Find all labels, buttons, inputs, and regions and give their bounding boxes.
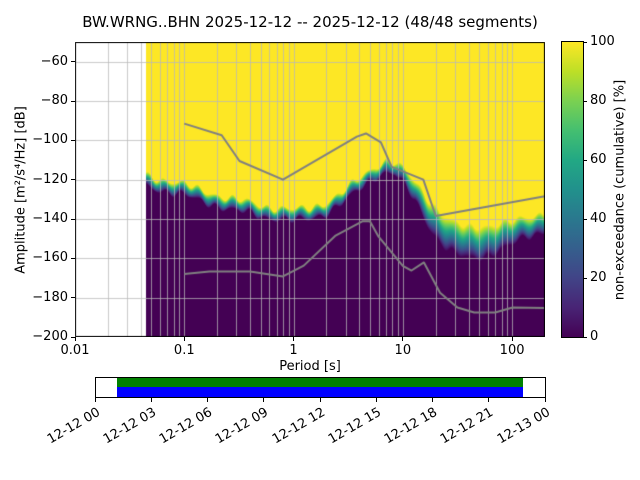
- timeline-tick-label: 12-12 09: [213, 405, 272, 448]
- colorbar-tick-label: 80: [590, 93, 607, 108]
- x-tick-mark: [293, 337, 295, 341]
- y-tick-label: −140: [32, 211, 68, 226]
- colorbar-tick-mark: [583, 277, 587, 279]
- x-tick-label: 100: [499, 343, 525, 358]
- timeline-tick-label: 12-12 18: [381, 405, 440, 448]
- x-tick-label: 0.1: [173, 343, 195, 358]
- y-tick-mark: [71, 297, 75, 299]
- timeline-tick-mark: [94, 398, 96, 402]
- timeline-tick-mark: [207, 398, 208, 402]
- y-tick-mark: [71, 61, 75, 63]
- colorbar-tick-mark: [583, 100, 587, 102]
- colorbar-tick-mark: [583, 218, 587, 220]
- timeline-tick-mark: [432, 398, 433, 402]
- y-tick-mark: [71, 336, 75, 338]
- x-tick-mark: [183, 337, 185, 341]
- x-tick-mark: [402, 337, 404, 341]
- x-axis-label: Period [s]: [279, 359, 341, 374]
- colorbar-tick-label: 40: [590, 211, 607, 226]
- timeline-tick-label: 12-12 12: [269, 405, 328, 448]
- timeline-tick-mark: [544, 398, 546, 402]
- colorbar-tick-mark: [583, 41, 587, 43]
- x-tick-label: 0.01: [60, 343, 90, 358]
- timeline-tick-label: 12-12 00: [44, 405, 103, 448]
- timeline-tick-label: 12-13 00: [494, 405, 553, 448]
- timeline-tick-label: 12-12 03: [100, 405, 159, 448]
- timeline-tick-label: 12-12 21: [438, 405, 497, 448]
- timeline-tick-mark: [319, 398, 321, 402]
- timeline-tick-label: 12-12 06: [156, 405, 215, 448]
- timeline-tick-mark: [263, 398, 265, 402]
- colorbar-tick-label: 0: [590, 329, 599, 344]
- colorbar-tick-label: 60: [590, 152, 607, 167]
- timeline-tick-mark: [375, 398, 377, 402]
- x-tick-label: 1: [289, 343, 298, 358]
- timeline-tick-label: 12-12 15: [325, 405, 384, 448]
- colorbar-tick-label: 100: [590, 34, 615, 49]
- y-tick-label: −120: [32, 171, 68, 187]
- timeline-coverage-data-bar: [117, 378, 523, 387]
- y-tick-label: −60: [40, 53, 68, 69]
- y-tick-mark: [71, 100, 75, 102]
- colorbar-tick-mark: [583, 159, 587, 161]
- colorbar: [561, 41, 584, 338]
- ppsd-heatmap-canvas: [75, 42, 545, 337]
- timeline-axis: [95, 377, 546, 398]
- timeline-coverage-processed-bar: [117, 386, 523, 397]
- timeline-tick-mark: [488, 398, 490, 402]
- y-tick-label: −80: [40, 93, 68, 108]
- y-tick-mark: [71, 179, 75, 181]
- y-tick-mark: [71, 139, 75, 141]
- y-tick-label: −100: [32, 132, 68, 148]
- y-tick-mark: [71, 218, 75, 220]
- timeline-tick-mark: [150, 398, 152, 402]
- colorbar-label: non-exceedance (cumulative) [%]: [612, 79, 628, 301]
- y-tick-label: −180: [32, 289, 68, 305]
- colorbar-tick-mark: [583, 336, 587, 338]
- x-tick-mark: [74, 337, 76, 341]
- x-tick-mark: [511, 337, 513, 341]
- y-tick-label: −160: [32, 250, 68, 266]
- y-tick-label: −200: [32, 329, 68, 344]
- colorbar-tick-label: 20: [590, 270, 607, 285]
- x-tick-label: 10: [394, 343, 412, 358]
- y-tick-mark: [71, 257, 75, 259]
- chart-title: BW.WRNG..BHN 2025-12-12 -- 2025-12-12 (4…: [82, 13, 538, 31]
